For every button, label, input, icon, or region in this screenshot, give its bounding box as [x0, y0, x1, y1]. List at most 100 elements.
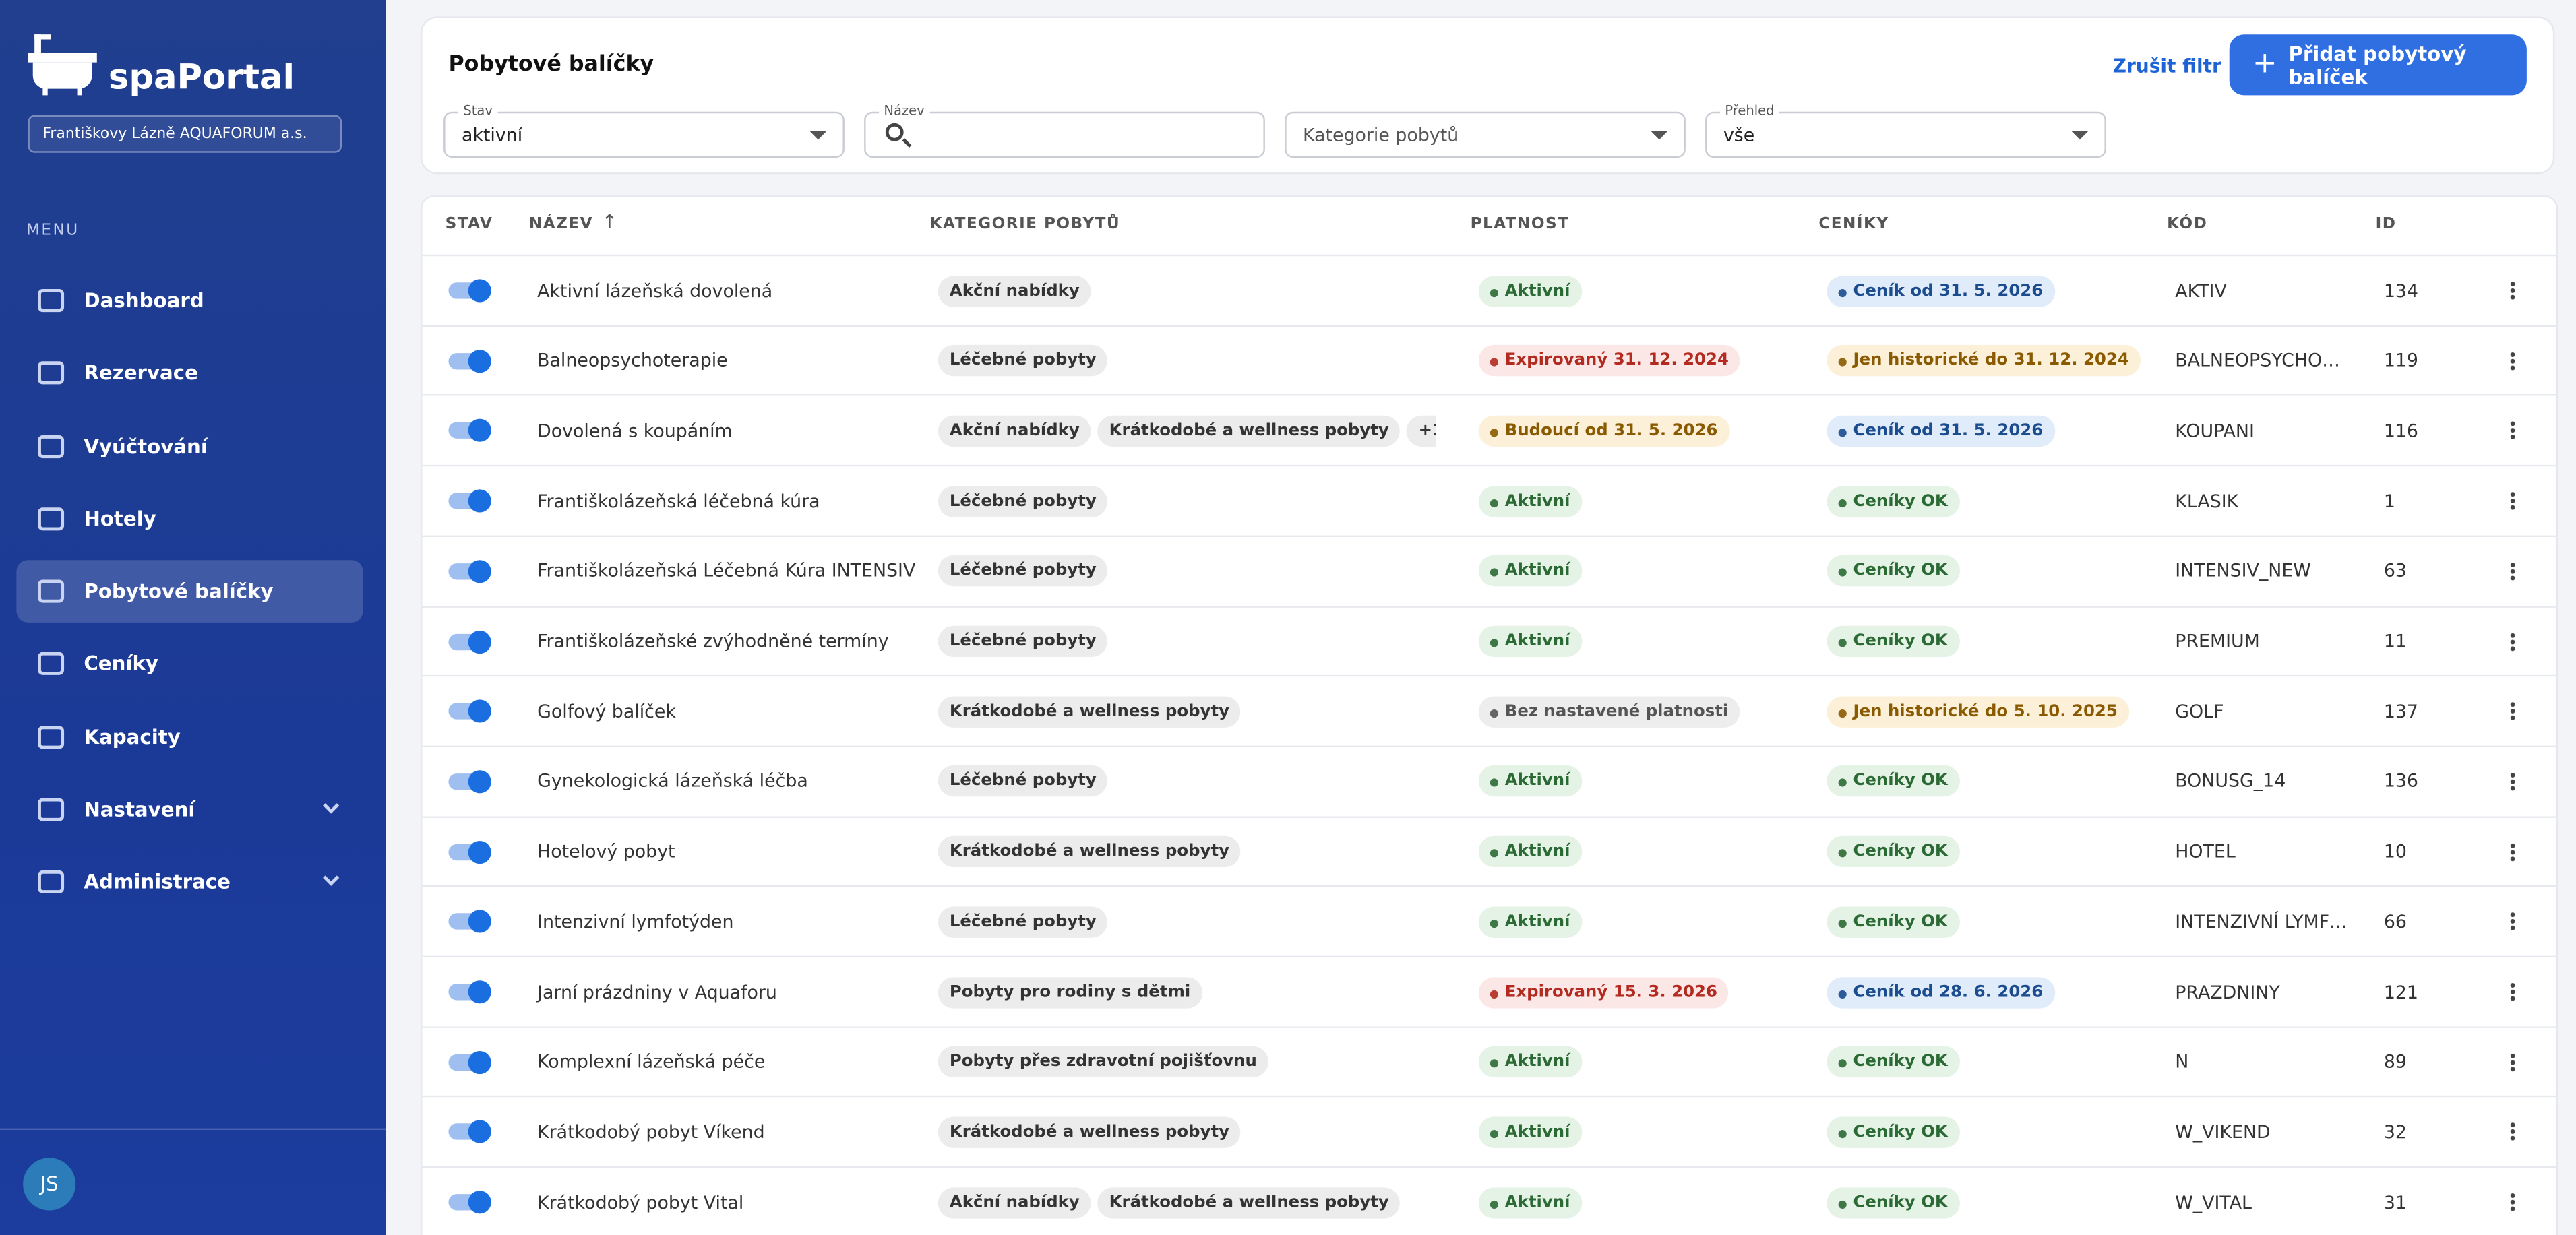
column-header[interactable]: KATEGORIE POBYTŮ	[929, 215, 1121, 234]
row-menu[interactable]	[2510, 420, 2515, 441]
toggle[interactable]	[448, 980, 491, 1004]
row-menu[interactable]	[2510, 1122, 2515, 1143]
row-menu[interactable]	[2510, 280, 2515, 301]
toggle[interactable]	[448, 840, 491, 864]
filter-field[interactable]: Přehled vše	[1705, 103, 2106, 158]
toggle[interactable]	[448, 699, 491, 723]
menu-item[interactable]: Ceníky	[16, 632, 363, 695]
filter-field[interactable]: Název	[864, 103, 1265, 158]
row-menu[interactable]	[2510, 701, 2515, 722]
filter-field[interactable]: Kategorie pobytů	[1285, 111, 1686, 158]
cell: Aktivní	[1478, 817, 1582, 886]
row-menu[interactable]	[2510, 1192, 2515, 1213]
row-menu[interactable]	[2510, 771, 2515, 792]
toggle[interactable]	[448, 489, 491, 513]
code: INTENZIVNÍ LYMF…	[2175, 911, 2348, 933]
category-chip: Krátkodobé a wellness pobyty	[938, 1116, 1241, 1148]
package-name[interactable]: Krátkodobý pobyt Víkend	[537, 1121, 765, 1143]
row-menu[interactable]	[2510, 912, 2515, 932]
code: BONUSG_14	[2175, 771, 2286, 792]
column-header[interactable]: CENÍKY	[1818, 215, 1889, 234]
code: PREMIUM	[2175, 631, 2260, 652]
package-name[interactable]: Jarní prázdniny v Aquaforu	[537, 981, 777, 1003]
menu-item[interactable]: Vyúčtování	[16, 416, 363, 478]
cell	[448, 466, 491, 535]
package-name[interactable]: Intenzivní lymfotýden	[537, 911, 734, 933]
search-icon-handle	[902, 138, 912, 148]
menu-item[interactable]: Pobytové balíčky	[16, 560, 363, 623]
column-header[interactable]: PLATNOST	[1470, 215, 1570, 234]
dropdown-arrow	[2071, 131, 2089, 140]
menu-item[interactable]: Dashboard	[16, 270, 363, 332]
toggle[interactable]	[448, 910, 491, 934]
company[interactable]: Františkovy Lázně AQUAFORUM a.s.	[28, 115, 342, 153]
cell: Budoucí od 31. 5. 2026	[1478, 396, 1729, 465]
filter-label: Název	[879, 103, 930, 119]
package-name[interactable]: Hotelový pobyt	[537, 841, 675, 862]
toggle[interactable]	[448, 1050, 491, 1074]
row-menu[interactable]	[2510, 842, 2515, 862]
avatar[interactable]: JS	[23, 1158, 76, 1211]
toggle[interactable]	[448, 629, 491, 653]
package-name[interactable]: Františkolázeňská Léčebná Kúra INTENSIV	[537, 560, 916, 582]
package-name[interactable]: Balneopsychoterapie	[537, 350, 728, 372]
row-menu[interactable]	[2510, 350, 2515, 371]
id: 134	[2383, 280, 2418, 302]
row-menu[interactable]	[2510, 491, 2515, 511]
cell	[448, 677, 491, 746]
menu-item[interactable]: Kapacity	[16, 706, 363, 769]
id: 66	[2383, 911, 2407, 933]
row-menu[interactable]	[2510, 1052, 2515, 1072]
package-name[interactable]: Františkolázeňské zvýhodněné termíny	[537, 631, 889, 652]
toggle[interactable]	[448, 559, 491, 583]
toggle[interactable]	[448, 1191, 491, 1214]
toggle-knob	[468, 419, 491, 443]
column-header[interactable]: NÁZEV	[528, 215, 594, 234]
validity-badge: Expirovaný 31. 12. 2024	[1478, 345, 1740, 377]
validity-badge: Budoucí od 31. 5. 2026	[1478, 415, 1729, 447]
package-name[interactable]: Gynekologická lázeňská léčba	[537, 771, 808, 792]
menu-item-label: Vyúčtování	[84, 435, 208, 459]
toggle-knob	[468, 349, 491, 373]
toggle[interactable]	[448, 419, 491, 443]
menu-item[interactable]: Administrace	[16, 851, 363, 914]
column-header[interactable]: KÓD	[2167, 215, 2208, 234]
toggle[interactable]	[448, 769, 491, 794]
row-menu[interactable]	[2510, 631, 2515, 652]
pricelist-badge: Jen historické do 31. 12. 2024	[1827, 345, 2141, 377]
toggle[interactable]	[448, 349, 491, 373]
validity-badge: Aktivní	[1478, 1116, 1582, 1148]
cell: Ceníky OK	[1827, 607, 1959, 676]
cell	[448, 747, 491, 816]
row-menu[interactable]	[2510, 561, 2515, 581]
clear-filter[interactable]: Zrušit filtr	[2112, 54, 2221, 77]
package-name[interactable]: Františkolázeňská léčebná kúra	[537, 490, 820, 512]
cell: Akční nabídky Krátkodobé a wellness pobyt…	[938, 396, 1436, 465]
menu-item[interactable]: Nastavení	[16, 778, 363, 841]
code: HOTEL	[2175, 841, 2236, 862]
package-name[interactable]: Golfový balíček	[537, 701, 676, 722]
menu-item[interactable]: Hotely	[16, 488, 363, 550]
cell: Akční nabídky Krátkodobé a wellness pobyt…	[938, 1168, 1436, 1235]
menu-icon	[38, 361, 65, 385]
category-chip: Krátkodobé a wellness pobyty	[938, 835, 1241, 868]
table-row: Gynekologická lázeňská léčba Léčebné poby…	[421, 745, 2558, 815]
code: W_VITAL	[2175, 1191, 2252, 1213]
package-name[interactable]: Komplexní lázeňská péče	[537, 1051, 766, 1073]
menu-item[interactable]: Rezervace	[16, 342, 363, 404]
add-button[interactable]: + Přidat pobytový balíček	[2229, 34, 2527, 96]
pricelist-badge: Ceníky OK	[1827, 1186, 1959, 1218]
column-header[interactable]: ID	[2375, 215, 2397, 234]
id: 116	[2383, 420, 2418, 442]
toggle[interactable]	[448, 1120, 491, 1144]
row-menu[interactable]	[2510, 982, 2515, 1002]
package-name[interactable]: Dovolená s koupáním	[537, 420, 733, 442]
filter-field[interactable]: Stav aktivní	[443, 103, 845, 158]
toggle[interactable]	[448, 279, 491, 303]
table-row: Aktivní lázeňská dovolená Akční nabídky Ak…	[421, 254, 2558, 325]
table-row: Golfový balíček Krátkodobé a wellness pob…	[421, 675, 2558, 745]
package-name[interactable]: Krátkodobý pobyt Vital	[537, 1191, 744, 1213]
package-name[interactable]: Aktivní lázeňská dovolená	[537, 280, 773, 302]
validity-badge: Aktivní	[1478, 625, 1582, 657]
search-icon	[885, 123, 904, 141]
